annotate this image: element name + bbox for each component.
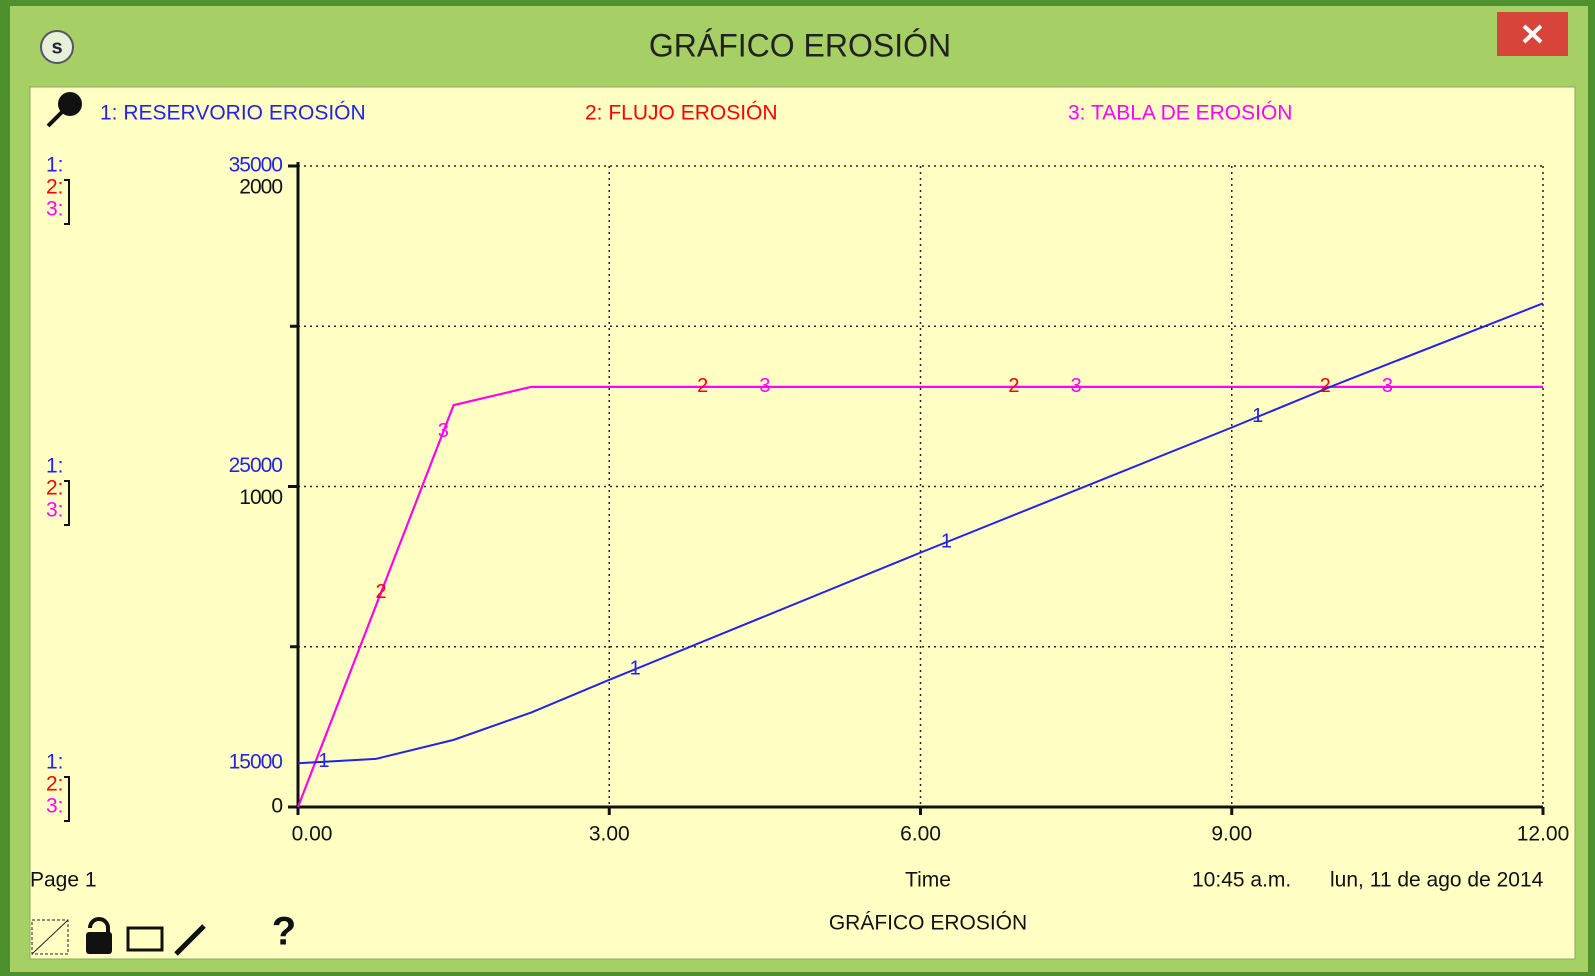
series-marker: 3 xyxy=(1382,375,1393,397)
y-tick-label: 15000 xyxy=(229,751,283,774)
graph-panel xyxy=(29,86,1576,960)
series-line xyxy=(297,302,1544,765)
series-marker: 1 xyxy=(1252,405,1263,427)
x-tick-label: 6.00 xyxy=(900,823,941,846)
lock-body xyxy=(86,932,112,954)
y2-tick-label: 1000 xyxy=(239,486,282,509)
tool-icon-line xyxy=(31,919,69,955)
axis-key: 1: xyxy=(46,455,64,478)
series-marker: 2 xyxy=(375,581,386,603)
axis-key: 3: xyxy=(46,198,64,221)
legend-entry: 3: TABLA DE EROSIÓN xyxy=(1068,102,1292,125)
badge-text: s xyxy=(51,36,62,58)
help-icon[interactable]: ? xyxy=(272,910,296,954)
lock-icon[interactable] xyxy=(88,917,110,934)
legend-entry: 1: RESERVORIO EROSIÓN xyxy=(100,102,366,125)
date-stamp: lun, 11 de ago de 2014 xyxy=(1330,869,1544,892)
pin-icon xyxy=(46,92,82,128)
series-marker: 2 xyxy=(697,375,708,397)
series-marker: 2 xyxy=(1320,375,1331,397)
series-marker: 3 xyxy=(438,420,449,442)
key-bracket xyxy=(64,480,70,526)
axis-key: 1: xyxy=(46,154,64,177)
window-title: GRÁFICO EROSIÓN xyxy=(649,27,951,63)
legend-entry: 2: FLUJO EROSIÓN xyxy=(585,102,778,125)
print-icon[interactable] xyxy=(126,926,164,952)
x-tick-label: 12.00 xyxy=(1517,823,1570,846)
y-tick-label: 35000 xyxy=(229,154,283,177)
axis-key: 3: xyxy=(46,795,64,818)
axis-key: 2: xyxy=(46,773,64,796)
axis-key: 2: xyxy=(46,176,64,199)
time-stamp: 10:45 a.m. xyxy=(1192,869,1291,892)
wand-icon[interactable] xyxy=(174,924,206,956)
x-axis-label: Time xyxy=(905,869,951,892)
series-marker: 1 xyxy=(318,750,329,772)
close-icon xyxy=(1522,24,1543,44)
y2-tick-label: 2000 xyxy=(239,176,282,199)
series-marker: 1 xyxy=(630,658,641,680)
axis-key: 1: xyxy=(46,751,64,774)
series-marker: 1 xyxy=(941,530,952,552)
series-marker: 3 xyxy=(1071,375,1082,397)
x-tick-label: 9.00 xyxy=(1211,823,1252,846)
footer-title: GRÁFICO EROSIÓN xyxy=(829,912,1027,935)
toolbar: ? xyxy=(31,910,296,956)
series-line xyxy=(297,385,1543,808)
tool-icon[interactable] xyxy=(31,919,69,955)
y-tick-label: 25000 xyxy=(229,454,283,477)
key-bracket xyxy=(64,179,70,225)
y2-tick-label: 0 xyxy=(271,795,282,818)
page-label: Page 1 xyxy=(30,869,97,892)
x-tick-label: 3.00 xyxy=(589,823,630,846)
key-bracket xyxy=(64,776,70,822)
app-badge[interactable] xyxy=(40,30,74,64)
axis-key: 3: xyxy=(46,499,64,522)
series-marker: 2 xyxy=(1008,375,1019,397)
series-marker: 3 xyxy=(759,375,770,397)
axis-key: 2: xyxy=(46,477,64,500)
x-tick-label: 0.00 xyxy=(292,823,333,846)
